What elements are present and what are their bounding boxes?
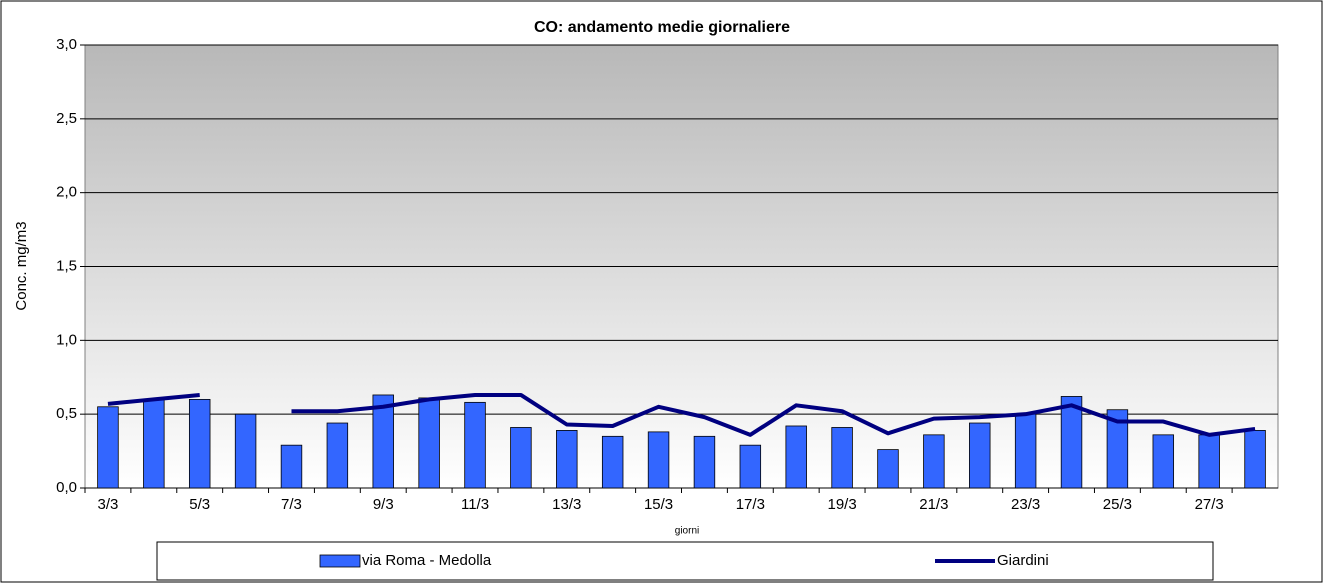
bar (647, 431, 670, 489)
bar (1244, 430, 1266, 489)
bar (556, 430, 578, 489)
y-tick-label: 2,0 (56, 184, 77, 201)
bar (234, 413, 257, 489)
chart-title: CO: andamento medie giornaliere (534, 19, 790, 36)
y-tick-label: 2,5 (56, 110, 77, 127)
legend-label: Giardini (997, 552, 1049, 569)
y-tick-label: 0,5 (56, 405, 77, 422)
x-tick-label: 23/3 (1011, 496, 1040, 513)
bar (1060, 396, 1083, 489)
x-tick-label: 9/3 (373, 496, 394, 513)
bar (1198, 434, 1220, 489)
bar (831, 427, 853, 489)
x-tick-label: 15/3 (644, 496, 673, 513)
bar (969, 422, 991, 489)
bar (418, 397, 440, 489)
x-tick-label: 25/3 (1103, 496, 1132, 513)
y-tick-label: 0,0 (56, 479, 77, 496)
bar (372, 394, 394, 489)
bar (280, 444, 303, 489)
legend-box (156, 541, 1214, 581)
bar (464, 401, 486, 489)
bar (739, 444, 762, 489)
x-tick-label: 19/3 (827, 496, 856, 513)
legend-label: via Roma - Medolla (362, 552, 492, 569)
line (107, 392, 1256, 437)
bar (143, 398, 165, 489)
x-tick-label: 21/3 (919, 496, 948, 513)
bar (601, 435, 624, 489)
legend-swatch (319, 554, 361, 568)
y-axis-label: Conc. mg/m3 (13, 221, 30, 310)
x-tick-label: 7/3 (281, 496, 302, 513)
x-tick-label: 11/3 (461, 496, 489, 513)
y-tick-label: 1,5 (56, 257, 77, 274)
bar (693, 435, 716, 489)
x-tick-label: 13/3 (552, 496, 581, 513)
y-tick-label: 3,0 (56, 36, 77, 53)
bar (326, 422, 349, 489)
y-tick-label: 1,0 (56, 331, 77, 348)
bar (785, 425, 807, 489)
x-tick-label: 27/3 (1195, 496, 1224, 513)
x-tick-label: 3/3 (98, 496, 119, 513)
x-tick-label: 5/3 (189, 496, 210, 513)
bar (1106, 409, 1129, 489)
bar (877, 449, 899, 489)
bar (1014, 413, 1037, 489)
bar (188, 398, 211, 489)
x-tick-label: 17/3 (736, 496, 765, 513)
bar (1152, 434, 1175, 489)
bar (97, 406, 119, 489)
bar (923, 434, 945, 489)
x-axis-label: giorni (675, 526, 699, 537)
bar (510, 427, 532, 489)
